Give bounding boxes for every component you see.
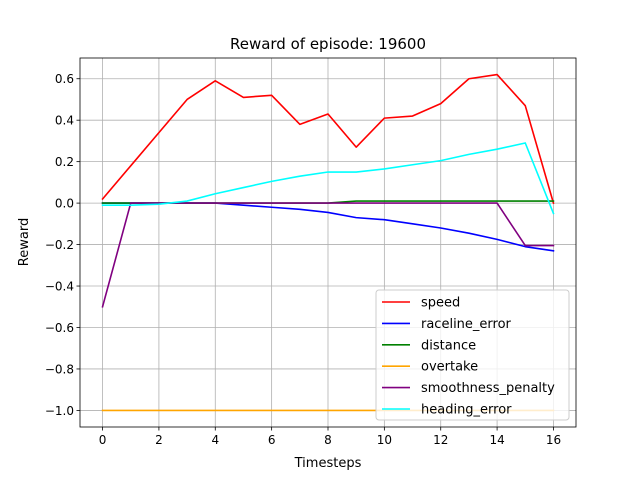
legend-label: raceline_error — [421, 317, 512, 332]
x-tick-label: 2 — [155, 433, 163, 447]
y-tick-label: −0.4 — [45, 280, 74, 294]
series-line-heading-error — [101, 142, 555, 215]
x-tick-label: 12 — [433, 433, 448, 447]
y-tick-label: −0.6 — [45, 321, 74, 335]
ticks: 0 2 4 6 8 10 12 14 16 −1.0 −0.8 −0.6 −0.4 −0.2 0.0 0.2 0… — [45, 72, 561, 447]
x-tick-label: 6 — [268, 433, 276, 447]
y-tick-label: 0.0 — [55, 197, 74, 211]
legend-label: smoothness_penalty — [421, 381, 555, 396]
legend-label: overtake — [421, 360, 478, 375]
legend-box — [375, 289, 570, 421]
legend: speed raceline_error distance overtake smoot… — [375, 289, 570, 421]
y-tick-label: 0.2 — [55, 155, 74, 169]
y-tick-label: 0.4 — [55, 114, 74, 128]
x-tick-label: 10 — [377, 433, 392, 447]
x-axis-label: Timesteps — [294, 456, 362, 471]
y-axis-label: Reward — [17, 218, 32, 266]
x-tick-label: 0 — [99, 433, 107, 447]
legend-label: speed — [421, 296, 460, 311]
y-tick-label: −0.2 — [45, 238, 74, 252]
legend-label: distance — [421, 338, 476, 353]
x-tick-label: 4 — [211, 433, 219, 447]
legend-label: heading_error — [421, 403, 512, 418]
series-line-smoothness-penalty — [101, 202, 555, 308]
x-tick-label: 14 — [489, 433, 504, 447]
legend-entries: speed raceline_error distance overtake smoot… — [382, 296, 555, 418]
y-tick-label: −0.8 — [45, 362, 74, 376]
x-tick-label: 16 — [546, 433, 561, 447]
series-line-speed — [101, 73, 555, 205]
y-tick-label: 0.6 — [55, 72, 74, 86]
y-tick-label: −1.0 — [45, 404, 74, 418]
x-tick-label: 8 — [324, 433, 332, 447]
chart-title: Reward of episode: 19600 — [230, 35, 426, 53]
grid — [80, 58, 576, 427]
